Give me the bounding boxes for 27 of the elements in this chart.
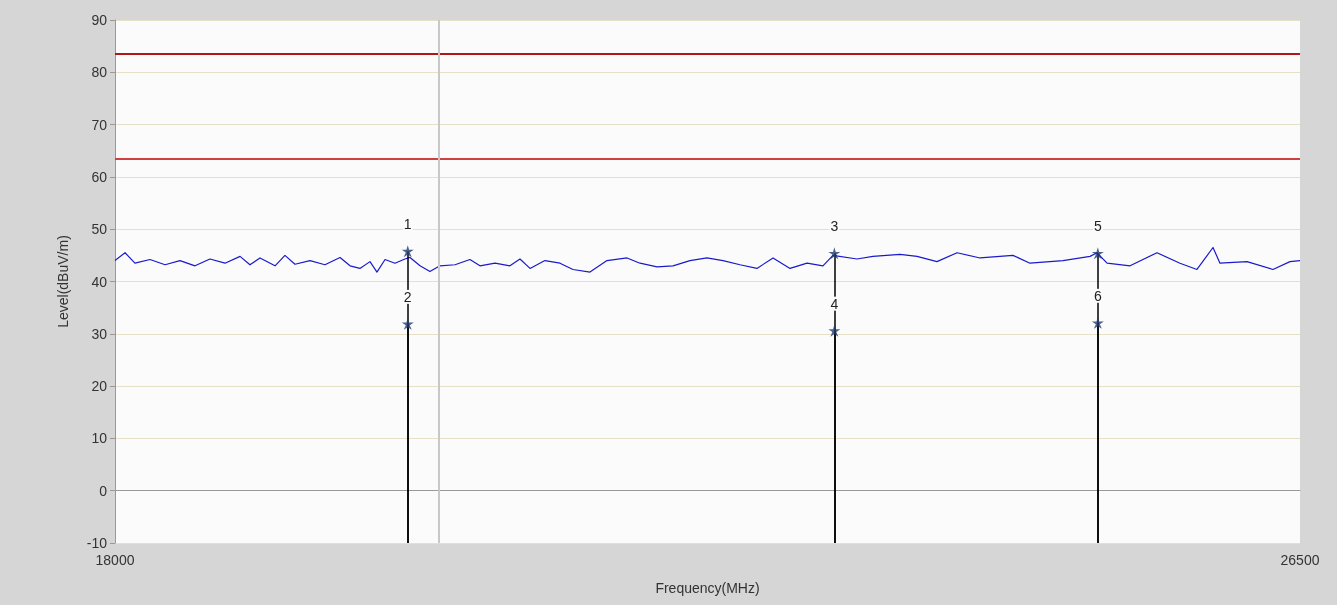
- annotation: 6: [1093, 287, 1102, 304]
- annotation: 5: [1093, 218, 1102, 235]
- y-axis-title: Level(dBuV/m): [55, 235, 71, 328]
- point: [401, 245, 414, 258]
- y-tick-label: 40: [91, 273, 108, 290]
- y-tick-label: 60: [91, 168, 108, 185]
- point: [1091, 247, 1104, 260]
- point: [1091, 316, 1104, 329]
- y-tick-label: 90: [91, 12, 108, 28]
- y-tick-label: 10: [91, 430, 108, 447]
- point: [828, 247, 841, 260]
- annotation: 2: [403, 288, 412, 305]
- y-tick-label: 70: [91, 116, 108, 133]
- x-tick-label: 18000: [95, 552, 135, 568]
- y-tick-label: 50: [91, 221, 108, 238]
- point: [828, 324, 841, 337]
- y-tick-label: 0: [99, 482, 108, 499]
- y-tick-label: 80: [91, 64, 108, 81]
- line-series: [114, 246, 1301, 273]
- y-tick-label: -10: [86, 535, 108, 551]
- x-axis-title: Frequency(MHz): [655, 580, 760, 596]
- y-tick-label: 20: [91, 378, 108, 395]
- annotation: 4: [830, 295, 839, 312]
- annotation: 3: [830, 218, 839, 235]
- y-tick-label: 30: [91, 325, 108, 342]
- x-tick-label: 26500: [1280, 552, 1320, 568]
- annotation: 1: [403, 216, 412, 233]
